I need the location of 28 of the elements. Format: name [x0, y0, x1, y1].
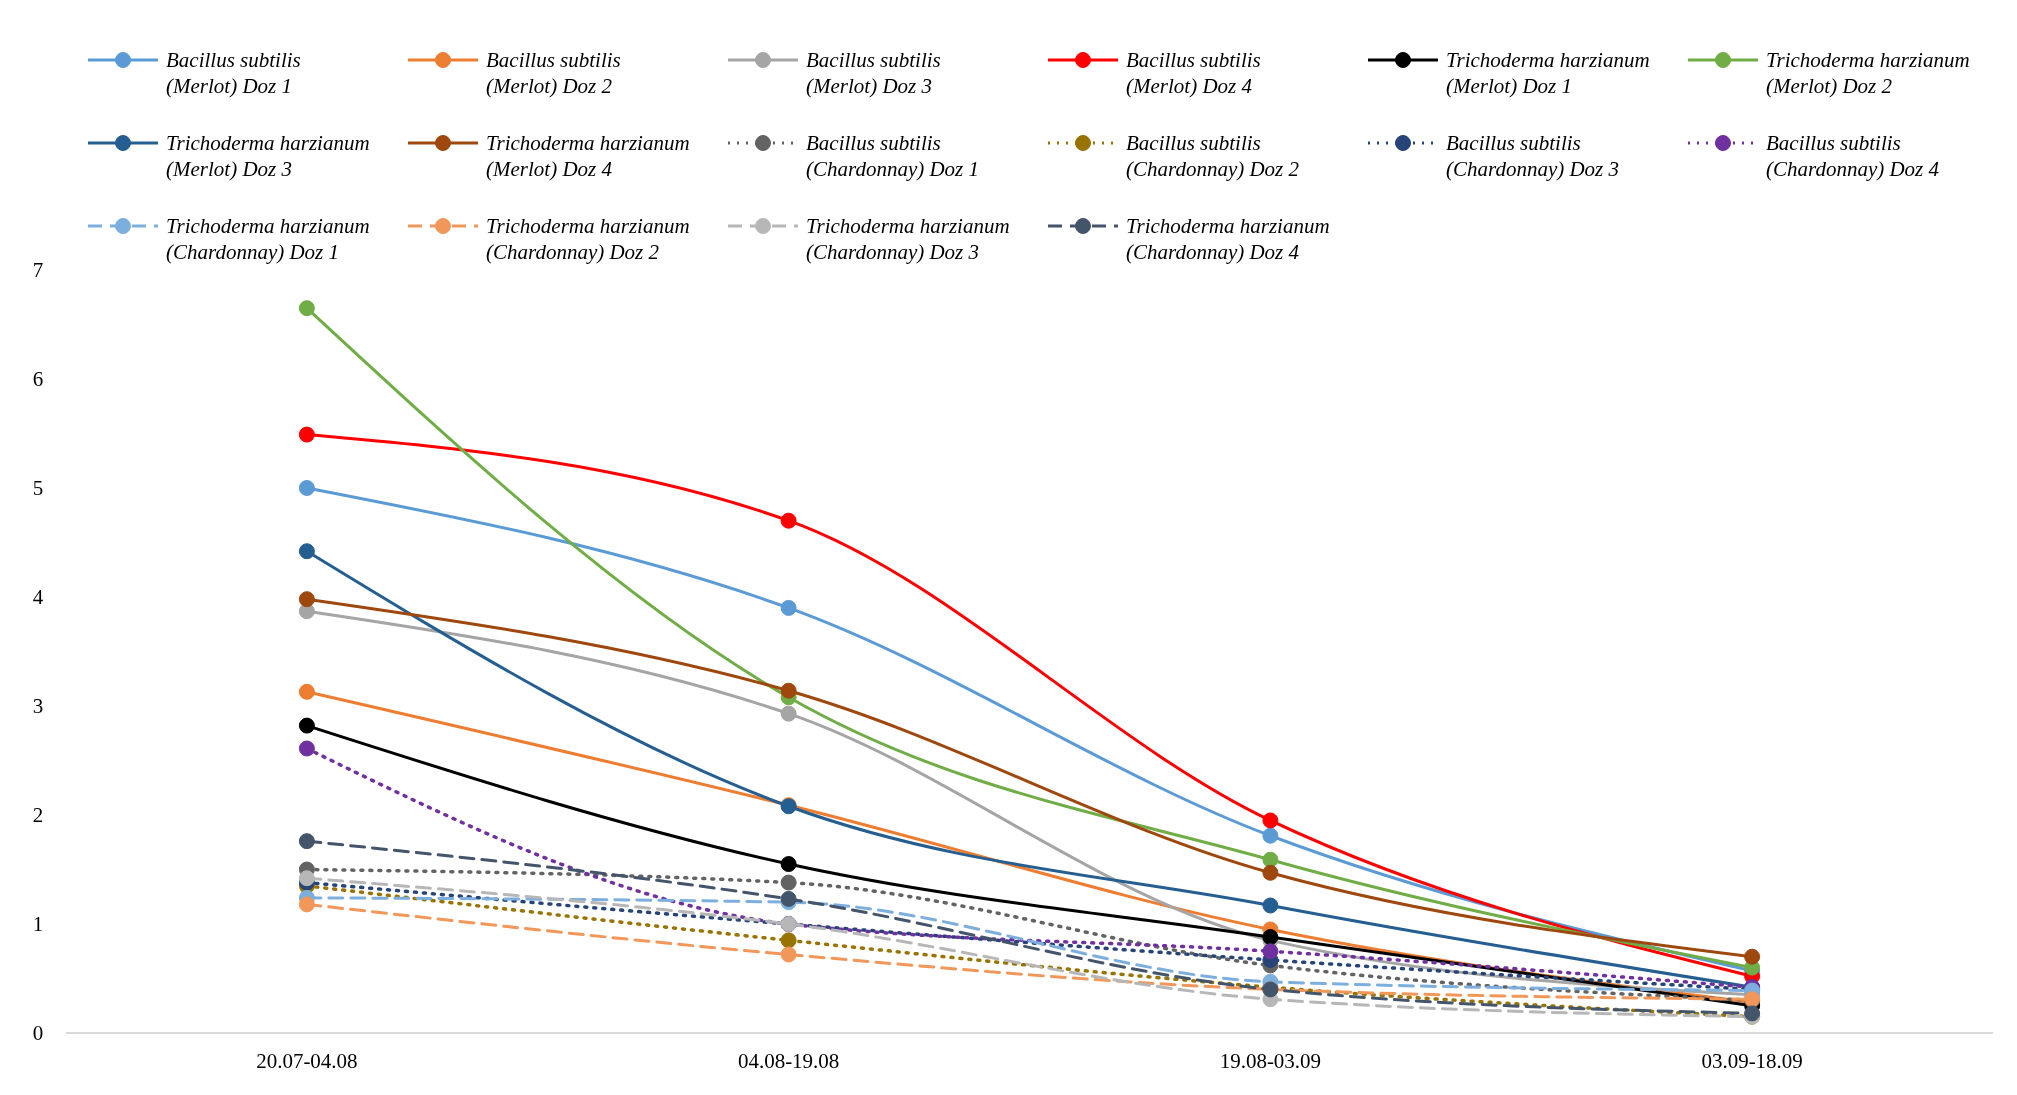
- y-tick-label: 1: [32, 912, 44, 936]
- legend-label: Bacillus subtilis (Chardonnay) Doz 3: [1446, 131, 1620, 181]
- y-tick-label: 6: [32, 367, 44, 391]
- legend-label: Trichoderma harzianum (Chardonnay) Doz 1: [166, 214, 370, 264]
- legend-label: Bacillus subtilis (Chardonnay) Doz 2: [1126, 131, 1300, 181]
- y-tick-label: 5: [32, 476, 44, 500]
- y-tick-label: 0: [32, 1021, 44, 1045]
- legend-label: Bacillus subtilis (Merlot) Doz 4: [1126, 48, 1261, 98]
- legend-label: Trichoderma harzianum (Merlot) Doz 2: [1766, 48, 1970, 98]
- y-tick-label: 4: [32, 585, 44, 609]
- legend-label: Trichoderma harzianum (Chardonnay) Doz 3: [806, 214, 1010, 264]
- y-tick-label: 2: [32, 803, 44, 827]
- legend-label: Bacillus subtilis (Chardonnay) Doz 1: [806, 131, 980, 181]
- legend-label: Trichoderma harzianum (Merlot) Doz 3: [166, 131, 370, 181]
- x-tick-label: 03.09-18.09: [1701, 1049, 1803, 1073]
- legend-label: Trichoderma harzianum (Chardonnay) Doz 2: [486, 214, 690, 264]
- y-tick-label: 7: [32, 258, 44, 282]
- x-tick-label: 04.08-19.08: [737, 1049, 840, 1073]
- legend-label: Bacillus subtilis (Merlot) Doz 2: [486, 48, 621, 98]
- x-tick-label: 20.07-04.08: [256, 1049, 358, 1073]
- legend-label: Bacillus subtilis (Merlot) Doz 3: [806, 48, 941, 98]
- legend-label: Trichoderma harzianum (Merlot) Doz 4: [486, 131, 690, 181]
- legend-label: Trichoderma harzianum (Chardonnay) Doz 4: [1126, 214, 1330, 264]
- legend-label: Bacillus subtilis (Merlot) Doz 1: [166, 48, 301, 98]
- legend-label: Bacillus subtilis (Chardonnay) Doz 4: [1766, 131, 1940, 181]
- legend-label: Trichoderma harzianum (Merlot) Doz 1: [1446, 48, 1650, 98]
- y-tick-label: 3: [32, 694, 44, 718]
- x-tick-label: 19.08-03.09: [1219, 1049, 1322, 1073]
